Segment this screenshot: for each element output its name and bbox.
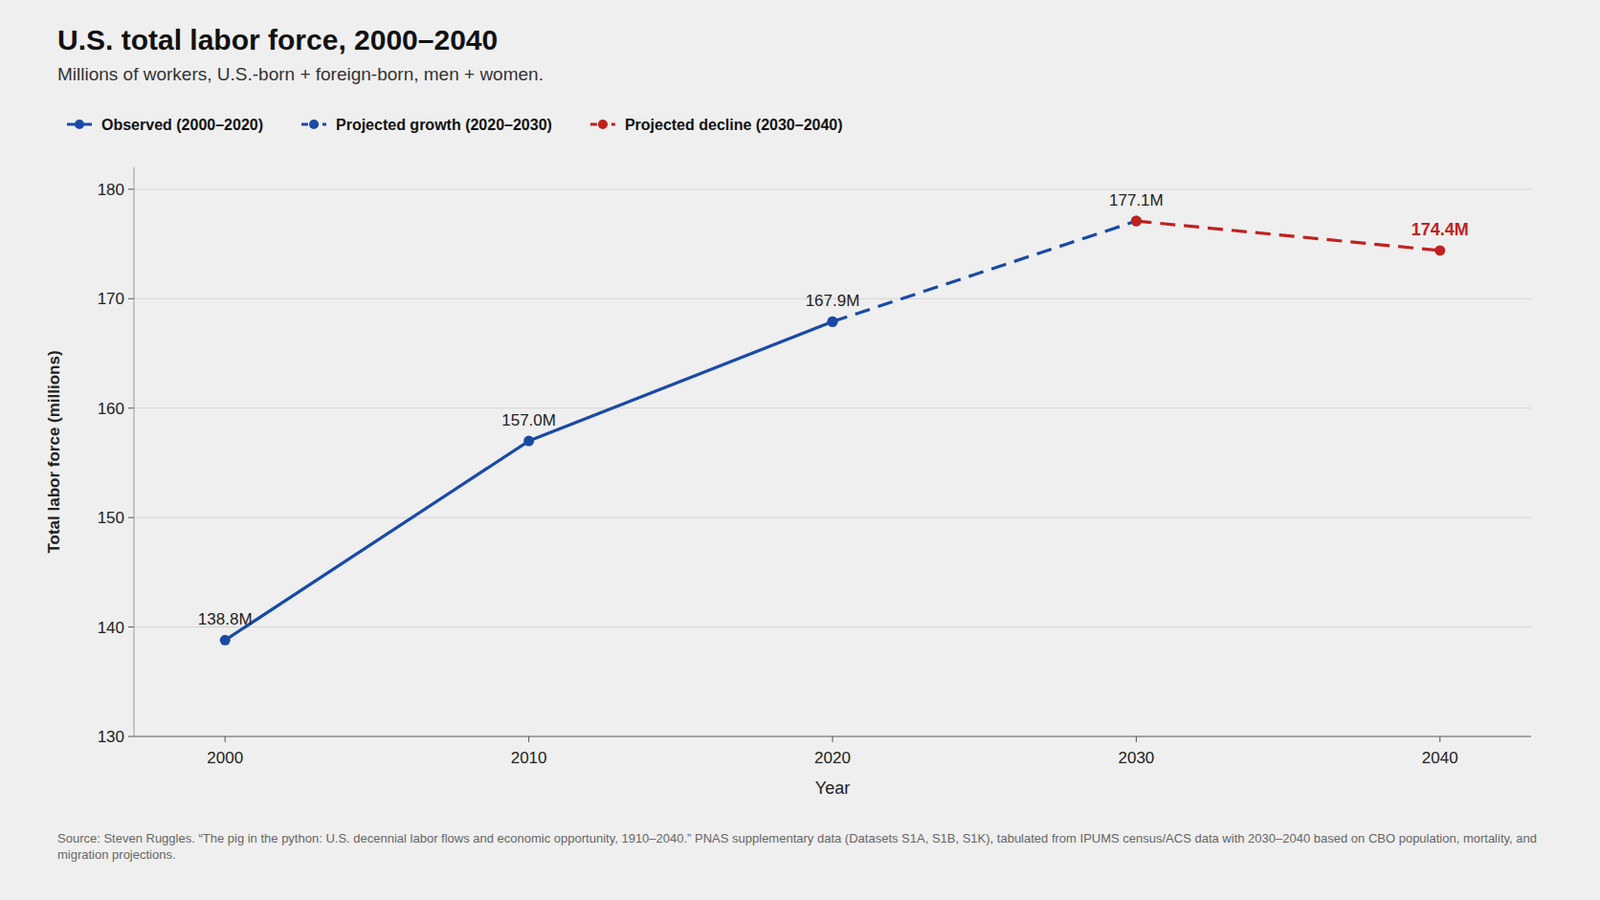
point-marker [827, 316, 839, 328]
x-tick-label: 2000 [206, 749, 244, 768]
y-axis [133, 167, 135, 737]
title: U.S. total labor force, 2000–2040 [57, 23, 498, 56]
x-tick [832, 736, 834, 743]
subtitle: Millions of workers, U.S.-born + foreign… [57, 64, 544, 85]
y-tick [128, 736, 134, 738]
legend-label: Projected decline (2030–2040) [624, 116, 844, 134]
page: {"chart_data": { "type": "line", "title"… [0, 0, 1600, 900]
point-marker [1131, 216, 1142, 227]
x-tick-label: 2020 [814, 749, 851, 768]
grid-line [133, 188, 1532, 190]
legend-label: Observed (2000–2020) [101, 116, 264, 134]
series-line [224, 321, 833, 641]
legend-entry: Projected decline (2030–2040) [590, 116, 844, 134]
data-label: 177.1M [1109, 191, 1164, 210]
y-tick-label: 150 [97, 509, 125, 528]
x-axis-title: Year [815, 778, 850, 799]
point-marker [1131, 216, 1142, 227]
legend-entry: Observed (2000–2020) [66, 116, 264, 134]
point-marker [827, 316, 839, 328]
x-tick [224, 736, 226, 743]
grid-line [133, 407, 1532, 409]
x-tick-label: 2030 [1117, 749, 1155, 768]
y-tick-label: 180 [97, 180, 125, 200]
point-marker [523, 436, 534, 447]
legend-marker [74, 119, 85, 130]
legend-entry: Projected growth (2020–2030) [301, 116, 553, 134]
x-tick [1439, 736, 1441, 743]
y-tick-label: 140 [97, 619, 125, 638]
legend-marker [309, 119, 319, 130]
plot-area [220, 216, 1446, 646]
data-label: 157.0M [501, 411, 556, 430]
point-marker [1434, 244, 1445, 256]
chart: U.S. total labor force, 2000–2040 Million… [0, 0, 1600, 825]
y-tick [128, 188, 134, 190]
y-tick [128, 517, 134, 519]
point-marker [220, 635, 231, 646]
y-tick [128, 298, 134, 300]
y-tick [128, 626, 134, 628]
y-tick-label: 160 [97, 400, 125, 419]
y-tick-label: 170 [97, 289, 125, 309]
x-tick [1135, 736, 1137, 743]
legend-label: Projected growth (2020–2030) [335, 116, 553, 134]
legend-marker [598, 119, 608, 130]
data-label: 174.4M [1411, 220, 1469, 240]
data-label: 138.8M [198, 610, 253, 629]
x-tick-label: 2040 [1422, 749, 1459, 768]
y-axis-title: Total labor force (millions) [44, 350, 64, 554]
series-line [1135, 221, 1440, 251]
grid-line [133, 626, 1532, 628]
y-tick-label: 130 [97, 728, 125, 747]
x-tick [528, 736, 530, 743]
y-tick [128, 407, 134, 409]
data-label: 167.9M [805, 291, 861, 311]
source-note: Source: Steven Ruggles. “The pig in the … [57, 830, 1541, 864]
grid-line [133, 517, 1532, 519]
series-line [832, 221, 1136, 322]
x-tick-label: 2010 [511, 749, 548, 768]
